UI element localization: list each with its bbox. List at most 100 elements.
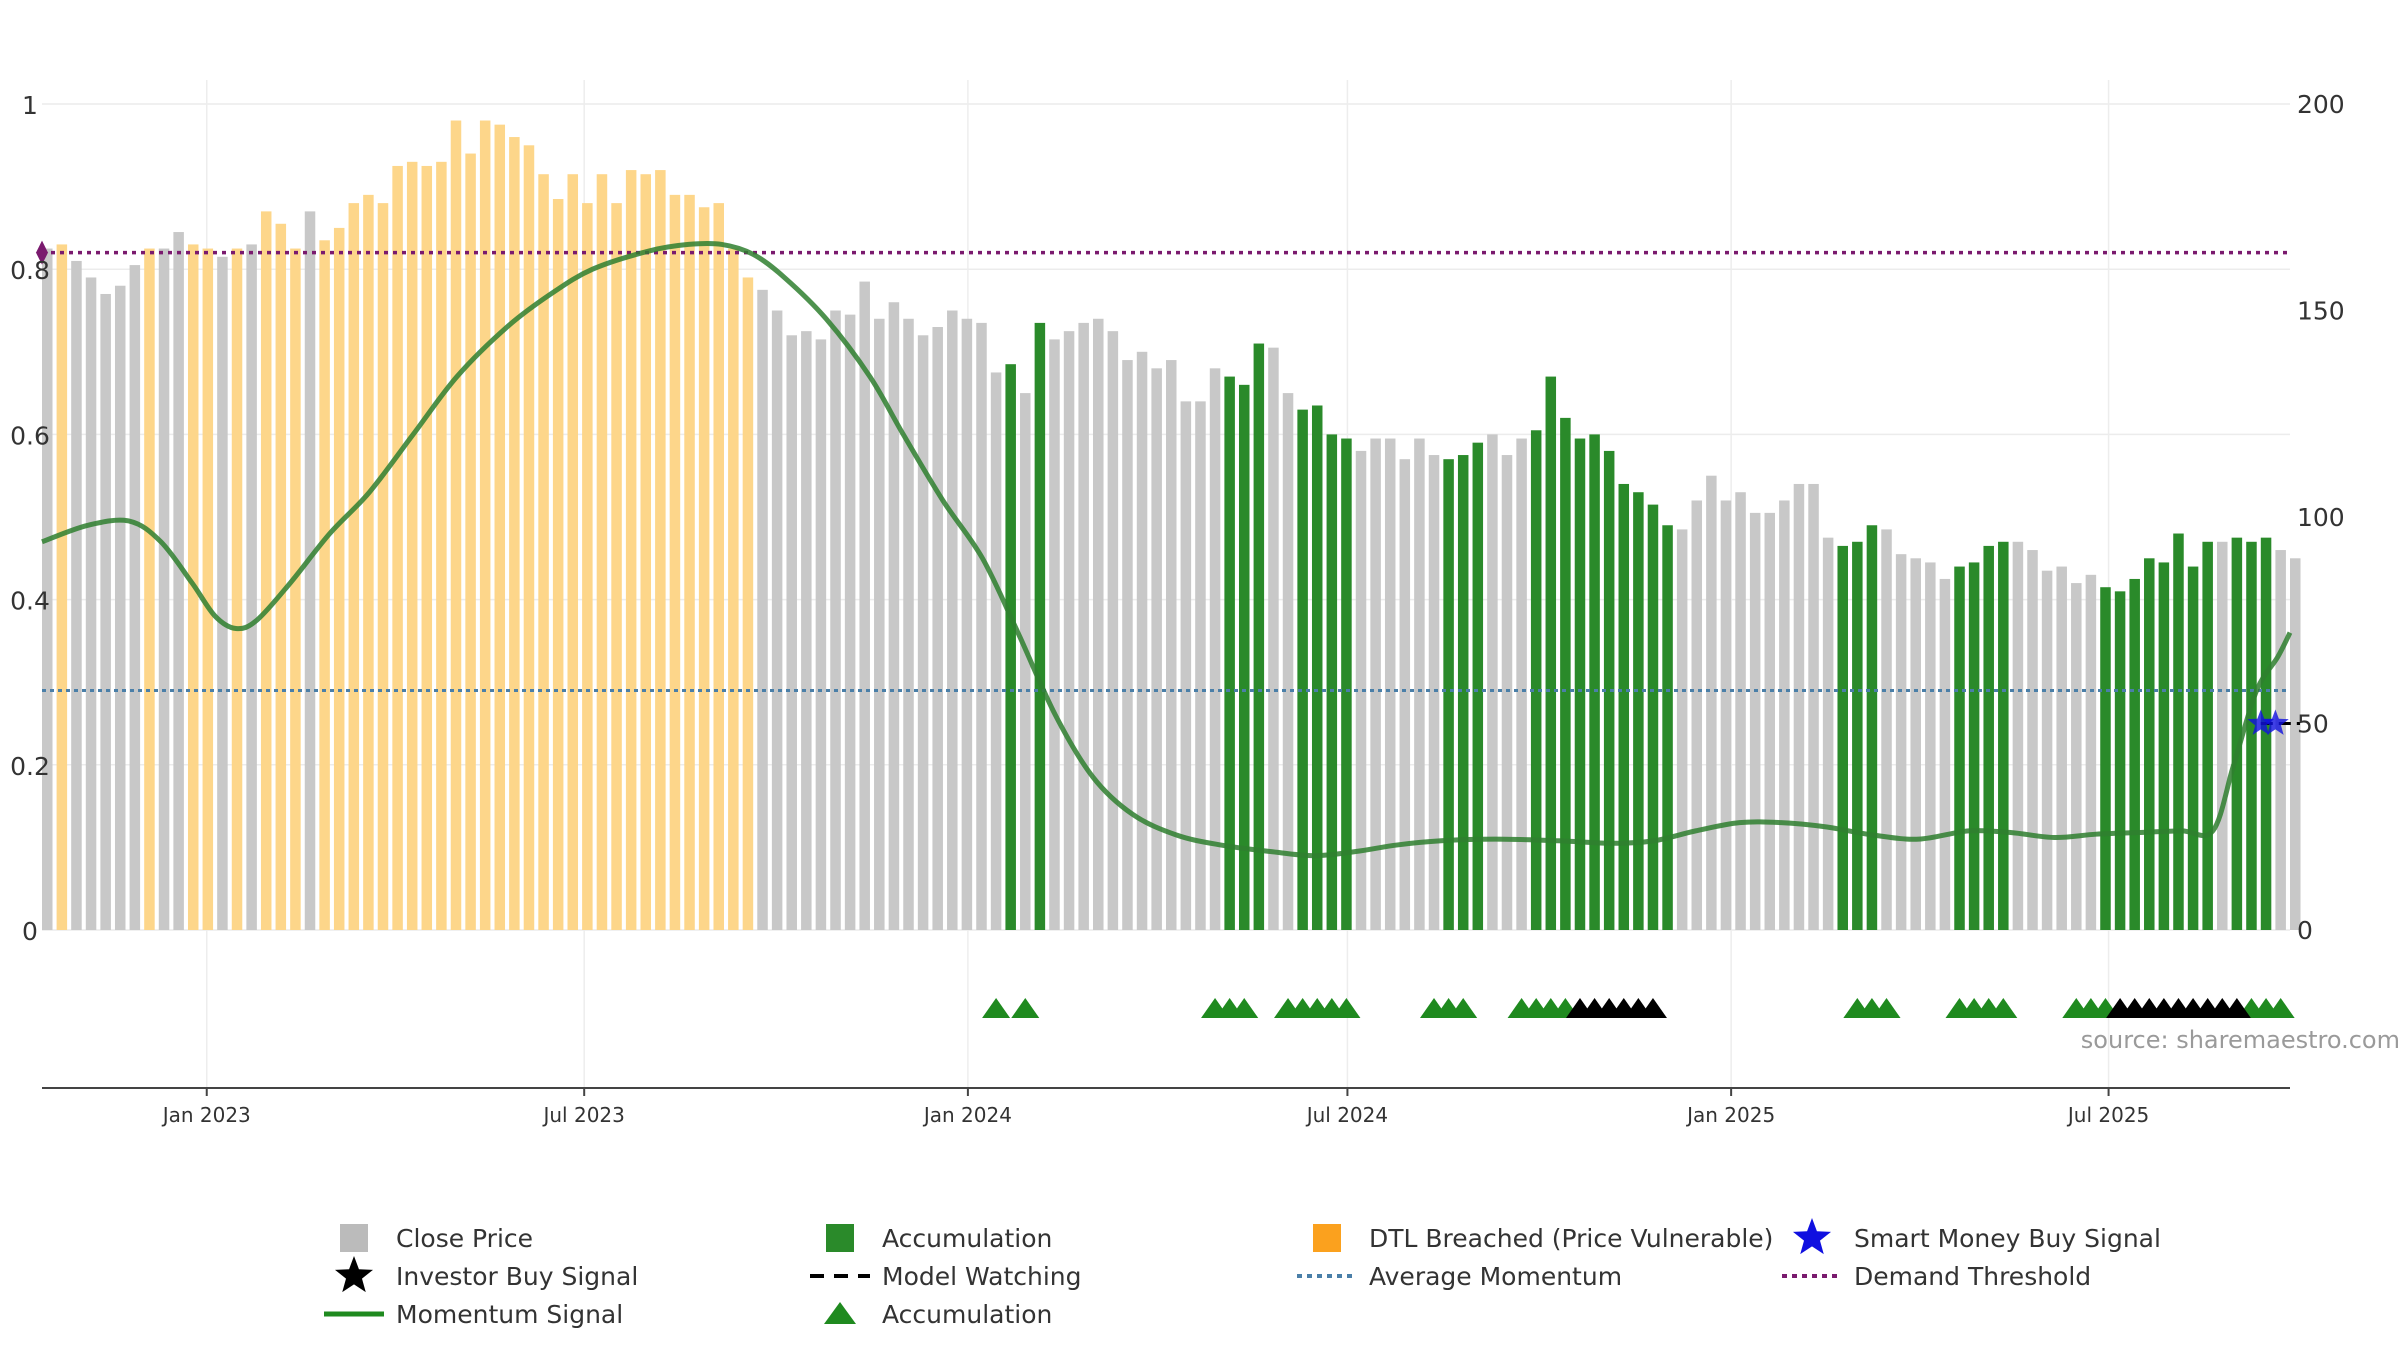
accumulation-triangle	[1989, 998, 2018, 1018]
legend-label: Close Price	[396, 1224, 533, 1253]
price-bar-acc	[1983, 545, 1994, 930]
accumulation-triangles	[982, 998, 2295, 1018]
price-bar-close	[903, 318, 914, 930]
price-bar-close	[2027, 550, 2038, 930]
source-credit: source: sharemaestro.com	[2081, 1026, 2400, 1054]
accumulation-triangle	[1332, 998, 1361, 1018]
price-bar-close	[1720, 500, 1732, 930]
price-bar-close	[1808, 483, 1819, 930]
price-bar-close	[114, 285, 126, 931]
momentum-signal-line	[41, 240, 2293, 859]
price-bar-dtl	[231, 248, 243, 931]
price-bar-acc	[2202, 541, 2213, 930]
price-bar-close	[2041, 570, 2053, 930]
price-bar-close	[888, 302, 900, 930]
legend-label: Smart Money Buy Signal	[1854, 1224, 2161, 1253]
legend-swatch	[1313, 1224, 1341, 1252]
price-bar-acc	[2114, 591, 2126, 930]
price-bar-close	[1691, 500, 1703, 930]
price-bar-close	[1516, 438, 1527, 930]
price-bar-acc	[2158, 562, 2170, 930]
price-bar-close	[830, 310, 841, 930]
x-axis-tick-label: Jul 2025	[2066, 1103, 2149, 1127]
price-bar-close	[71, 260, 82, 930]
price-bar-dtl	[56, 244, 68, 931]
price-bar-acc	[1837, 545, 1848, 930]
x-axis-tick-label: Jul 2023	[541, 1103, 624, 1127]
price-bar-dtl	[377, 203, 389, 930]
price-bar-acc	[1589, 434, 1600, 930]
price-bar-close	[1793, 483, 1805, 930]
price-bar-dtl	[363, 194, 374, 931]
price-bar-close	[158, 248, 170, 931]
legend-item: Momentum Signal	[324, 1300, 623, 1329]
price-bar-close	[217, 256, 228, 930]
price-bar-dtl	[625, 170, 637, 930]
price-bar-close	[1779, 500, 1790, 930]
investor-buy-triangle	[1638, 998, 1667, 1018]
legend-item: Demand Threshold	[1782, 1262, 2091, 1291]
price-bar-close	[85, 277, 97, 931]
price-bar-close	[844, 314, 856, 930]
price-bar-dtl	[611, 203, 622, 930]
price-bar-close	[1107, 331, 1119, 930]
legend-star-icon	[334, 1256, 374, 1293]
price-bar-dtl	[465, 153, 476, 930]
price-bar-close	[1268, 347, 1279, 930]
price-bar-acc	[1968, 562, 1980, 930]
legend-item: Average Momentum	[1297, 1262, 1622, 1291]
price-bar-close	[173, 232, 184, 930]
legend-item: Investor Buy Signal	[334, 1256, 638, 1293]
price-bar-dtl	[479, 120, 491, 930]
left-axis-tick-label: 0.2	[10, 752, 50, 781]
price-bar-acc	[1457, 455, 1469, 930]
right-axis-tick-label: 50	[2297, 710, 2329, 739]
price-bar-acc	[1005, 364, 1016, 930]
right-axis-tick-label: 200	[2297, 90, 2345, 119]
price-bar-close	[246, 244, 257, 931]
investor-buy-triangle	[2222, 998, 2251, 1018]
price-bar-acc	[1545, 376, 1557, 931]
price-bar-dtl	[538, 174, 549, 930]
price-bar-acc	[1662, 525, 1673, 930]
price-bar-close	[1282, 393, 1294, 931]
price-bar-acc	[1224, 376, 1235, 931]
price-bar-close	[932, 327, 943, 930]
price-bar-acc	[1633, 492, 1644, 930]
price-bar-dtl	[202, 248, 214, 931]
price-bar-close	[1093, 318, 1104, 930]
price-bar-acc	[2187, 566, 2199, 930]
legend-label: DTL Breached (Price Vulnerable)	[1369, 1224, 1773, 1253]
price-bar-close	[1764, 512, 1776, 930]
smart-money-buy-star	[2247, 709, 2275, 735]
price-bar-acc	[1326, 434, 1338, 930]
legend-label: Model Watching	[882, 1262, 1082, 1291]
legend-item: Close Price	[340, 1224, 533, 1253]
price-bar-acc	[1311, 405, 1323, 930]
price-bar-close	[304, 211, 316, 930]
price-bar-acc	[2144, 558, 2155, 930]
price-bar-acc	[1574, 438, 1586, 930]
price-bar-dtl	[640, 174, 652, 930]
right-axis-tick-label: 100	[2297, 503, 2345, 532]
price-bar-close	[1414, 438, 1425, 930]
price-bar-close	[961, 318, 973, 930]
price-bar-close	[1487, 434, 1498, 930]
price-bar-close	[1399, 459, 1411, 930]
signal-lines	[36, 240, 2300, 859]
left-axis-tick-label: 0.8	[10, 256, 50, 285]
price-bar-close	[1078, 322, 1089, 930]
price-bar-dtl	[494, 124, 506, 930]
x-axis-tick-label: Jan 2023	[161, 1103, 251, 1127]
x-axis-tick-label: Jul 2024	[1305, 1103, 1388, 1127]
price-bar-close	[917, 335, 929, 930]
price-bar-close	[976, 322, 987, 930]
price-bar-close	[947, 310, 958, 930]
axes: 0 0.2 0.4 0.6 0.8 1 0 50 100 150 200 Jan 2023 Jul 20…	[10, 90, 2345, 1127]
accumulation-triangle	[1011, 998, 1040, 1018]
price-bar-close	[990, 372, 1002, 930]
price-bar-close	[1122, 360, 1133, 930]
price-bar-dtl	[436, 161, 447, 930]
price-bar-close	[1180, 401, 1192, 930]
